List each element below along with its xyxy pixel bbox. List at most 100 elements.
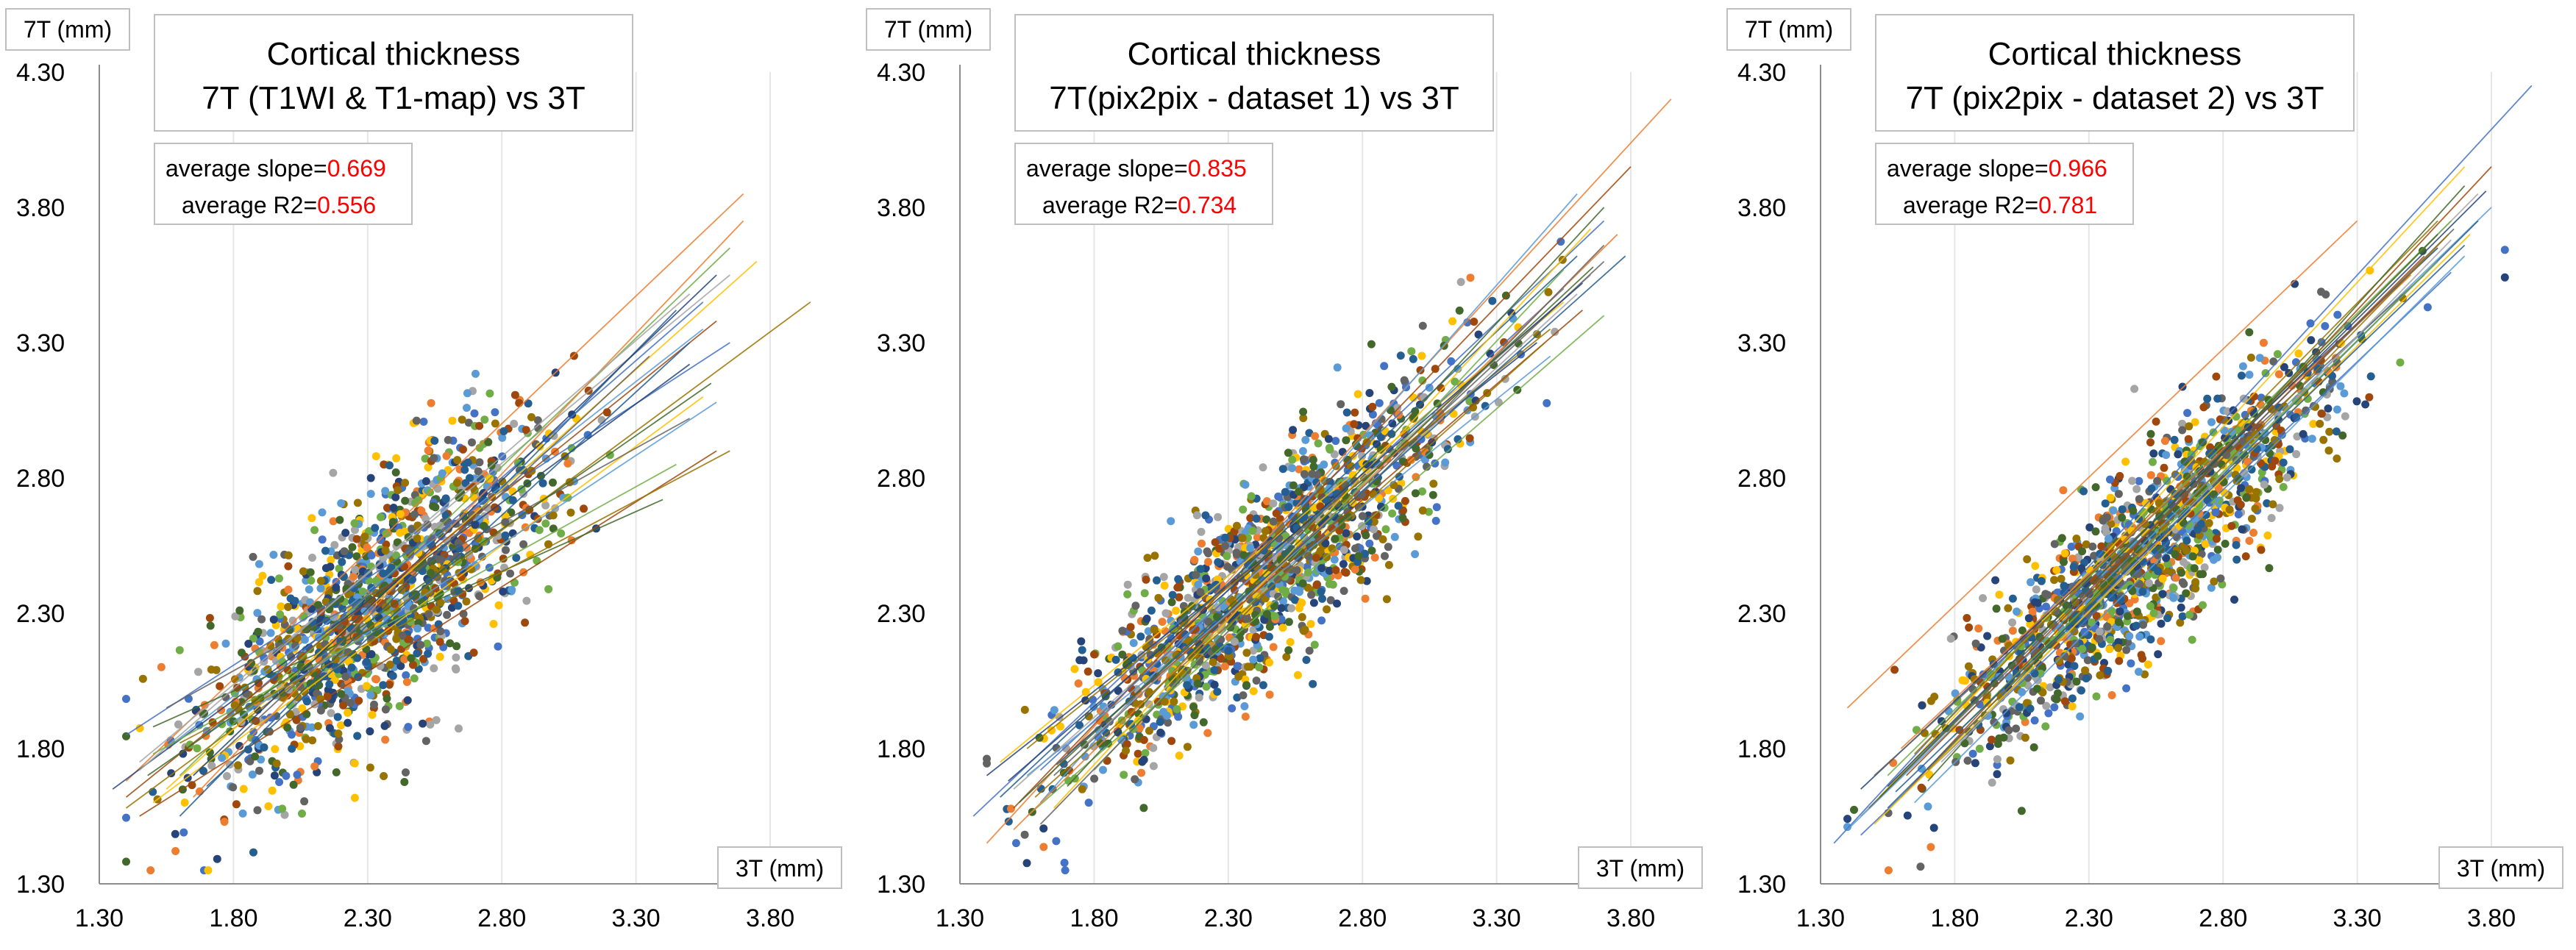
scatter-point xyxy=(1262,497,1271,506)
scatter-point xyxy=(1429,479,1438,488)
scatter-point xyxy=(1551,327,1559,336)
scatter-point xyxy=(1104,739,1113,748)
scatter-point xyxy=(1111,655,1120,664)
scatter-point xyxy=(1309,599,1318,607)
scatter-point xyxy=(1394,501,1403,510)
scatter-point xyxy=(1850,805,1858,814)
scatter-point xyxy=(458,415,466,424)
scatter-point xyxy=(435,652,444,661)
scatter-point xyxy=(1988,735,1996,744)
scatter-point xyxy=(1339,546,1348,554)
scatter-point xyxy=(2169,584,2178,593)
scatter-point xyxy=(499,588,508,596)
scatter-point xyxy=(501,531,510,540)
scatter-point xyxy=(1367,546,1376,555)
scatter-point xyxy=(1306,620,1315,629)
scatter-point xyxy=(1201,511,1210,520)
scatter-point xyxy=(1290,596,1299,604)
scatter-point xyxy=(285,710,294,719)
scatter-point xyxy=(410,499,419,507)
scatter-point xyxy=(1331,462,1340,471)
scatter-point xyxy=(1265,658,1274,667)
scatter-point xyxy=(2333,310,2342,319)
scatter-point xyxy=(268,786,277,795)
scatter-point xyxy=(2178,419,2187,428)
scatter-point xyxy=(2184,435,2193,443)
scatter-point xyxy=(207,761,216,770)
scatter-point xyxy=(2018,688,2027,696)
scatter-point xyxy=(1281,488,1289,496)
scatter-point xyxy=(1146,651,1155,660)
scatter-point xyxy=(1376,446,1385,454)
scatter-point xyxy=(1210,680,1219,689)
scatter-point xyxy=(2154,567,2163,576)
scatter-point xyxy=(563,459,572,468)
trendline xyxy=(206,342,691,788)
scatter-point xyxy=(1543,399,1551,407)
scatter-point xyxy=(1052,837,1061,846)
scatter-point xyxy=(2245,485,2254,493)
scatter-point xyxy=(1486,349,1495,358)
y-axis-label: 7T (mm) xyxy=(24,16,112,43)
scatter-point xyxy=(443,536,452,545)
scatter-point xyxy=(489,620,498,628)
scatter-point xyxy=(2154,650,2163,659)
trendline xyxy=(1013,274,1591,790)
scatter-point xyxy=(2032,685,2041,693)
scatter-point xyxy=(524,399,533,408)
scatter-point xyxy=(2135,632,2144,641)
scatter-point xyxy=(2242,493,2251,502)
scatter-point xyxy=(522,596,531,605)
scatter-point xyxy=(2061,697,2069,706)
scatter-point xyxy=(467,565,476,574)
scatter-point xyxy=(383,694,391,703)
trendline xyxy=(193,220,744,798)
scatter-point xyxy=(1396,351,1405,360)
scatter-point xyxy=(1926,843,1935,851)
scatter-point xyxy=(1918,701,1926,710)
scatter-point xyxy=(239,785,248,793)
scatter-point xyxy=(1284,449,1292,457)
trendline xyxy=(1887,220,2452,776)
scatter-point xyxy=(1993,760,2002,769)
scatter-point xyxy=(2292,413,2301,421)
scatter-point xyxy=(332,768,341,776)
scatter-point xyxy=(1299,455,1308,464)
scatter-point xyxy=(205,614,214,622)
scatter-point xyxy=(2294,349,2303,358)
scatter-point xyxy=(1160,697,1169,706)
scatter-point xyxy=(480,521,488,530)
scatter-point xyxy=(402,768,410,776)
scatter-point xyxy=(1274,492,1283,501)
scatter-point xyxy=(501,518,510,526)
scatter-point xyxy=(1261,526,1270,535)
scatter-point xyxy=(396,510,405,518)
scatter-point xyxy=(382,540,391,549)
scatter-point xyxy=(2060,557,2068,566)
scatter-point xyxy=(310,526,319,535)
scatter-point xyxy=(327,556,335,564)
scatter-point xyxy=(510,390,519,399)
scatter-point xyxy=(2029,743,2038,751)
scatter-point xyxy=(2274,370,2283,379)
title-box xyxy=(1875,14,2355,132)
chart-title-line1: Cortical thickness xyxy=(1128,36,1381,72)
scatter-point xyxy=(1331,535,1339,543)
scatter-point xyxy=(1213,688,1222,696)
scatter-point xyxy=(1167,598,1176,607)
scatter-point xyxy=(1362,531,1370,540)
scatter-point xyxy=(288,744,296,753)
scatter-point xyxy=(1224,646,1233,655)
scatter-point xyxy=(2221,540,2230,548)
trendline xyxy=(1026,315,1605,817)
scatter-point xyxy=(379,681,388,690)
scatter-point xyxy=(2106,635,2115,644)
scatter-point xyxy=(2317,410,2326,418)
scatter-point xyxy=(1321,539,1330,548)
scatter-point xyxy=(368,710,377,719)
scatter-point xyxy=(2088,618,2096,626)
scatter-point xyxy=(1197,527,1206,536)
scatter-point xyxy=(1979,594,1988,602)
scatter-point xyxy=(1903,811,1912,820)
scatter-point xyxy=(2008,594,2017,603)
